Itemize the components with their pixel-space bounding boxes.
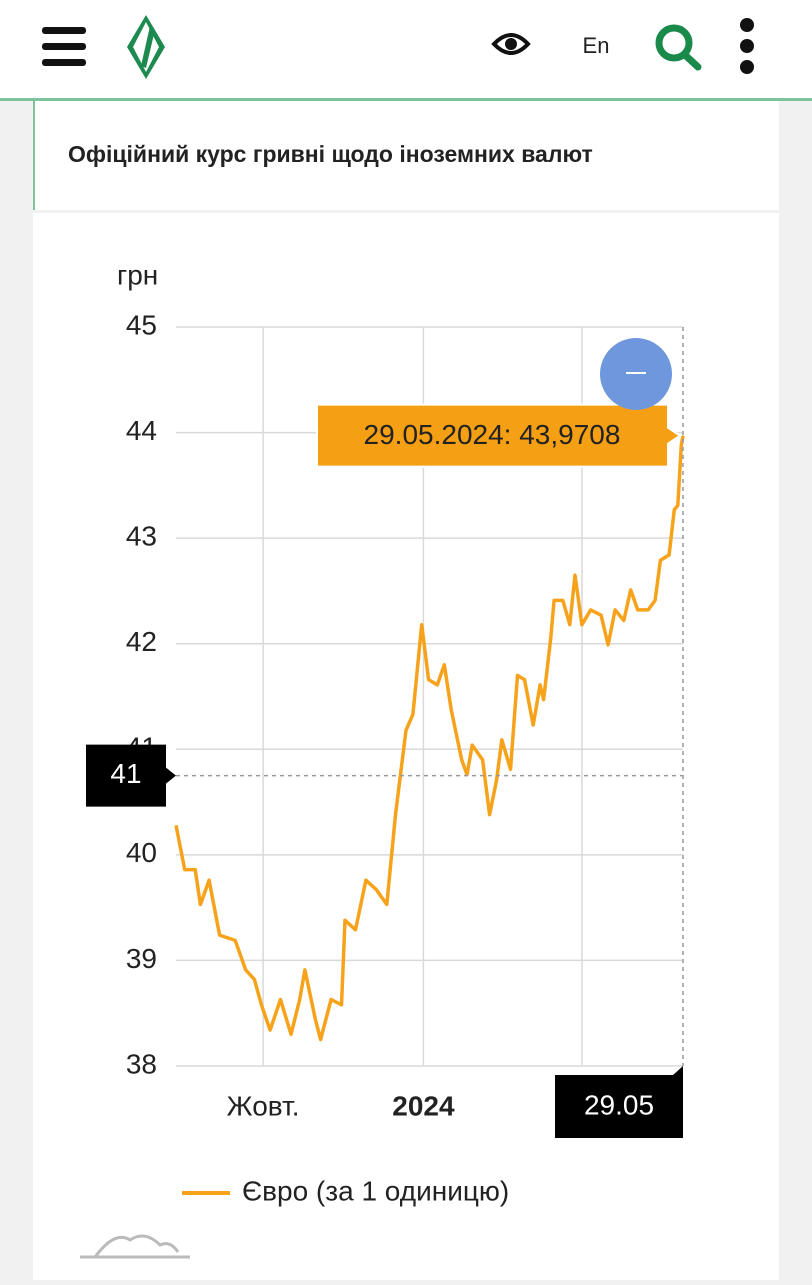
y-tick-label: 42 [126, 626, 157, 657]
x-tick-label: 2024 [392, 1090, 455, 1121]
y-tick-label: 43 [126, 521, 157, 552]
legend-label: Євро (за 1 одиницю) [242, 1175, 509, 1206]
x-tick-label: Жовт. [227, 1090, 300, 1121]
crosshair-x-label: 29.05 [584, 1089, 654, 1120]
data-icon [80, 1234, 190, 1259]
title-card [33, 101, 779, 210]
crosshair-y-box [86, 744, 176, 807]
page-title: Офіційний курс гривні щодо іноземних вал… [68, 141, 593, 167]
y-tick-label: 45 [126, 309, 157, 340]
zoom-out-button[interactable] [600, 338, 672, 410]
y-tick-label: 39 [126, 943, 157, 974]
language-switch[interactable]: En [583, 33, 610, 58]
logo[interactable] [127, 15, 165, 79]
tooltip-box [316, 403, 682, 468]
y-tick-label: 38 [126, 1048, 157, 1079]
crosshair-x-box [555, 1066, 683, 1138]
tooltip-text: 29.05.2024: 43,9708 [364, 419, 621, 450]
y-axis-label: грн [117, 259, 158, 290]
search-button[interactable] [655, 24, 702, 71]
title-card-accent [33, 101, 35, 210]
more-button[interactable] [740, 18, 754, 74]
header-border [0, 98, 812, 101]
menu-button[interactable] [42, 27, 86, 66]
y-tick-label: 44 [126, 415, 157, 446]
accessibility-button[interactable] [491, 33, 531, 55]
series-line [174, 435, 685, 1042]
y-tick-label: 40 [126, 837, 157, 868]
crosshair-y-label: 41 [110, 758, 141, 789]
